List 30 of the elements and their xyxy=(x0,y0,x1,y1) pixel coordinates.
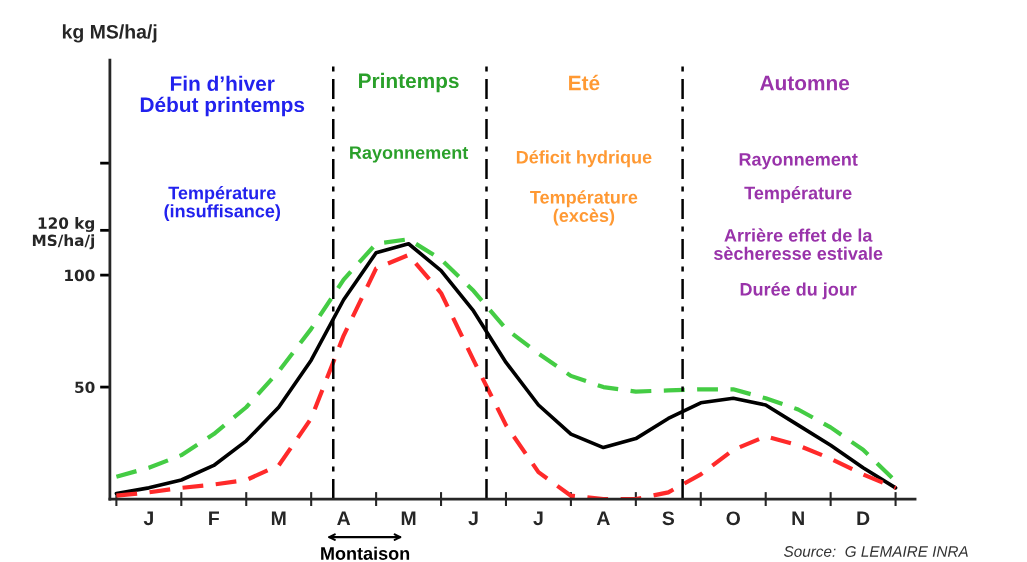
y-tick-label: 100 xyxy=(65,269,95,282)
y-tick-label: 120 kg MS/ha/j xyxy=(32,217,95,250)
annotation: Printemps xyxy=(359,72,459,93)
x-tick-label: A xyxy=(596,511,610,525)
annotation: Température xyxy=(744,186,852,203)
x-tick-label: J xyxy=(533,511,543,526)
annotation: Rayonnement xyxy=(350,146,469,163)
y-axis-title: kg MS/ha/j xyxy=(62,24,157,43)
x-tick-label: M xyxy=(401,511,416,525)
annotation: Automne xyxy=(760,75,850,91)
x-tick-label: J xyxy=(468,511,478,526)
x-tick-label: O xyxy=(726,511,740,526)
x-tick-label: S xyxy=(662,511,675,526)
x-tick-label: J xyxy=(143,511,153,526)
x-tick-label: M xyxy=(271,511,286,525)
annotation: Température (insuffisance) xyxy=(164,185,281,222)
annotation: Rayonnement xyxy=(739,153,858,170)
source-note: Source: G LEMAIRE INRA xyxy=(783,546,968,557)
y-tick-label: 50 xyxy=(75,381,95,394)
annotation: Déficit hydrique xyxy=(516,150,652,168)
x-tick-label: N xyxy=(792,511,804,525)
text: Montaison xyxy=(321,546,410,560)
annotation: Eté xyxy=(569,74,600,91)
annotation: Durée du jour xyxy=(740,282,857,300)
x-tick-label: D xyxy=(857,511,870,525)
annotation: Arrière effet de la sècheresse estivale xyxy=(713,228,883,260)
x-tick-label: F xyxy=(209,511,220,525)
annotation: Température (excès) xyxy=(530,190,638,226)
annotation: Fin d’hiver Début printemps xyxy=(140,75,305,117)
x-tick-label: A xyxy=(337,511,351,525)
